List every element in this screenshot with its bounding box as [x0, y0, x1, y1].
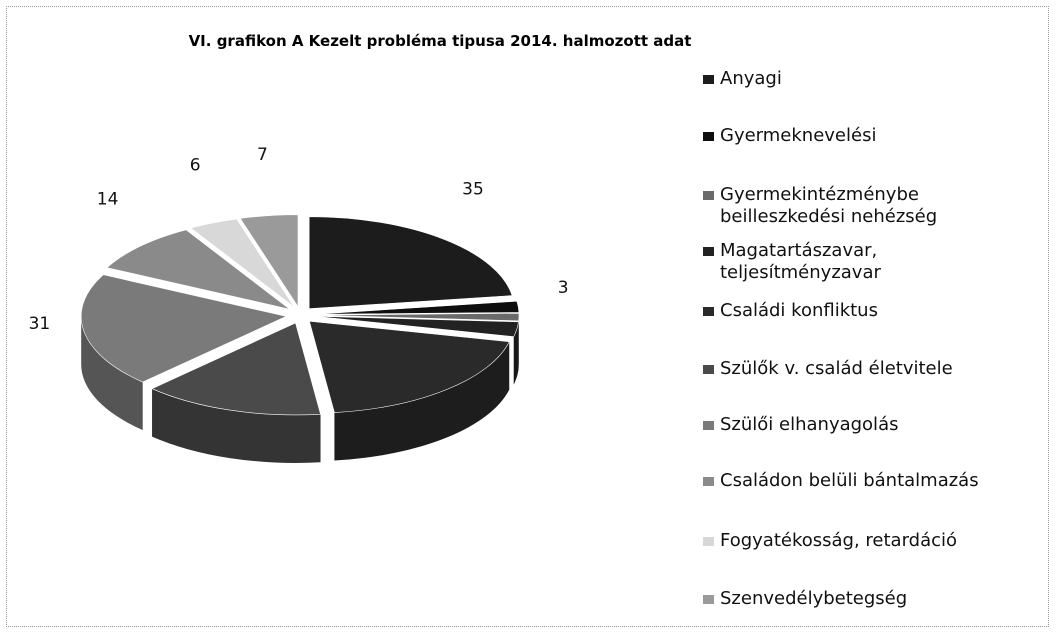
legend-item: Magatartászavar, teljesítményzavar [703, 240, 1033, 284]
legend-swatch [703, 132, 714, 141]
legend-swatch [703, 537, 714, 546]
legend-swatch [703, 595, 714, 604]
slice [151, 322, 321, 416]
legend-label: Anyagi [720, 68, 782, 89]
legend-swatch [703, 307, 714, 316]
legend-swatch [703, 247, 714, 256]
pie [80, 214, 520, 463]
legend-swatch [703, 75, 714, 84]
legend-label: Gyermekintézménybe beilleszkedési nehézs… [720, 184, 938, 227]
slice [106, 229, 290, 310]
legend-item: Szenvedélybetegség [703, 588, 1033, 610]
slice [313, 300, 520, 315]
legend-item: Gyermeknevelési [703, 125, 1033, 147]
legend-label: Családon belüli bántalmazás [720, 470, 979, 491]
legend-label: Szülők v. család életvitele [720, 358, 953, 379]
legend-swatch [703, 421, 714, 430]
legend-swatch [703, 477, 714, 486]
slice-side [334, 341, 510, 461]
legend-item: Szülők v. család életvitele [703, 358, 1033, 380]
data-label: 6 [190, 156, 201, 176]
legend-label: Szülői elhanyagolás [720, 414, 899, 435]
data-label: 31 [29, 314, 51, 334]
legend-swatch [703, 191, 714, 200]
legend-label: Fogyatékosság, retardáció [720, 530, 958, 551]
legend-item: Családi konfliktus [703, 300, 1033, 322]
data-label: 3 [558, 278, 569, 298]
legend-item: Szülői elhanyagolás [703, 414, 1033, 436]
legend-item: Családon belüli bántalmazás [703, 470, 1033, 492]
legend-label: Szenvedélybetegség [720, 588, 908, 609]
legend-label: Magatartászavar, teljesítményzavar [720, 240, 881, 283]
slice [313, 312, 520, 322]
slice [80, 274, 288, 383]
chart-title: VI. grafikon A Kezelt probléma tipusa 20… [189, 32, 692, 50]
slice-side [152, 388, 321, 463]
slice [313, 315, 519, 337]
slice-side [513, 321, 519, 385]
slice [308, 216, 513, 309]
data-label: 14 [97, 190, 119, 210]
data-label: 7 [257, 145, 268, 165]
legend-item: Anyagi [703, 68, 1033, 90]
legend-item: Fogyatékosság, retardáció [703, 530, 1033, 552]
data-label: 35 [462, 179, 484, 199]
slice [190, 218, 295, 308]
legend-item: Gyermekintézménybe beilleszkedési nehézs… [703, 184, 1033, 228]
legend-label: Családi konfliktus [720, 300, 878, 321]
frame [6, 6, 1049, 627]
legend-swatch [703, 365, 714, 374]
slice [308, 320, 510, 413]
slice [239, 214, 299, 308]
slice-side [81, 316, 143, 431]
legend-label: Gyermeknevelési [720, 125, 877, 146]
